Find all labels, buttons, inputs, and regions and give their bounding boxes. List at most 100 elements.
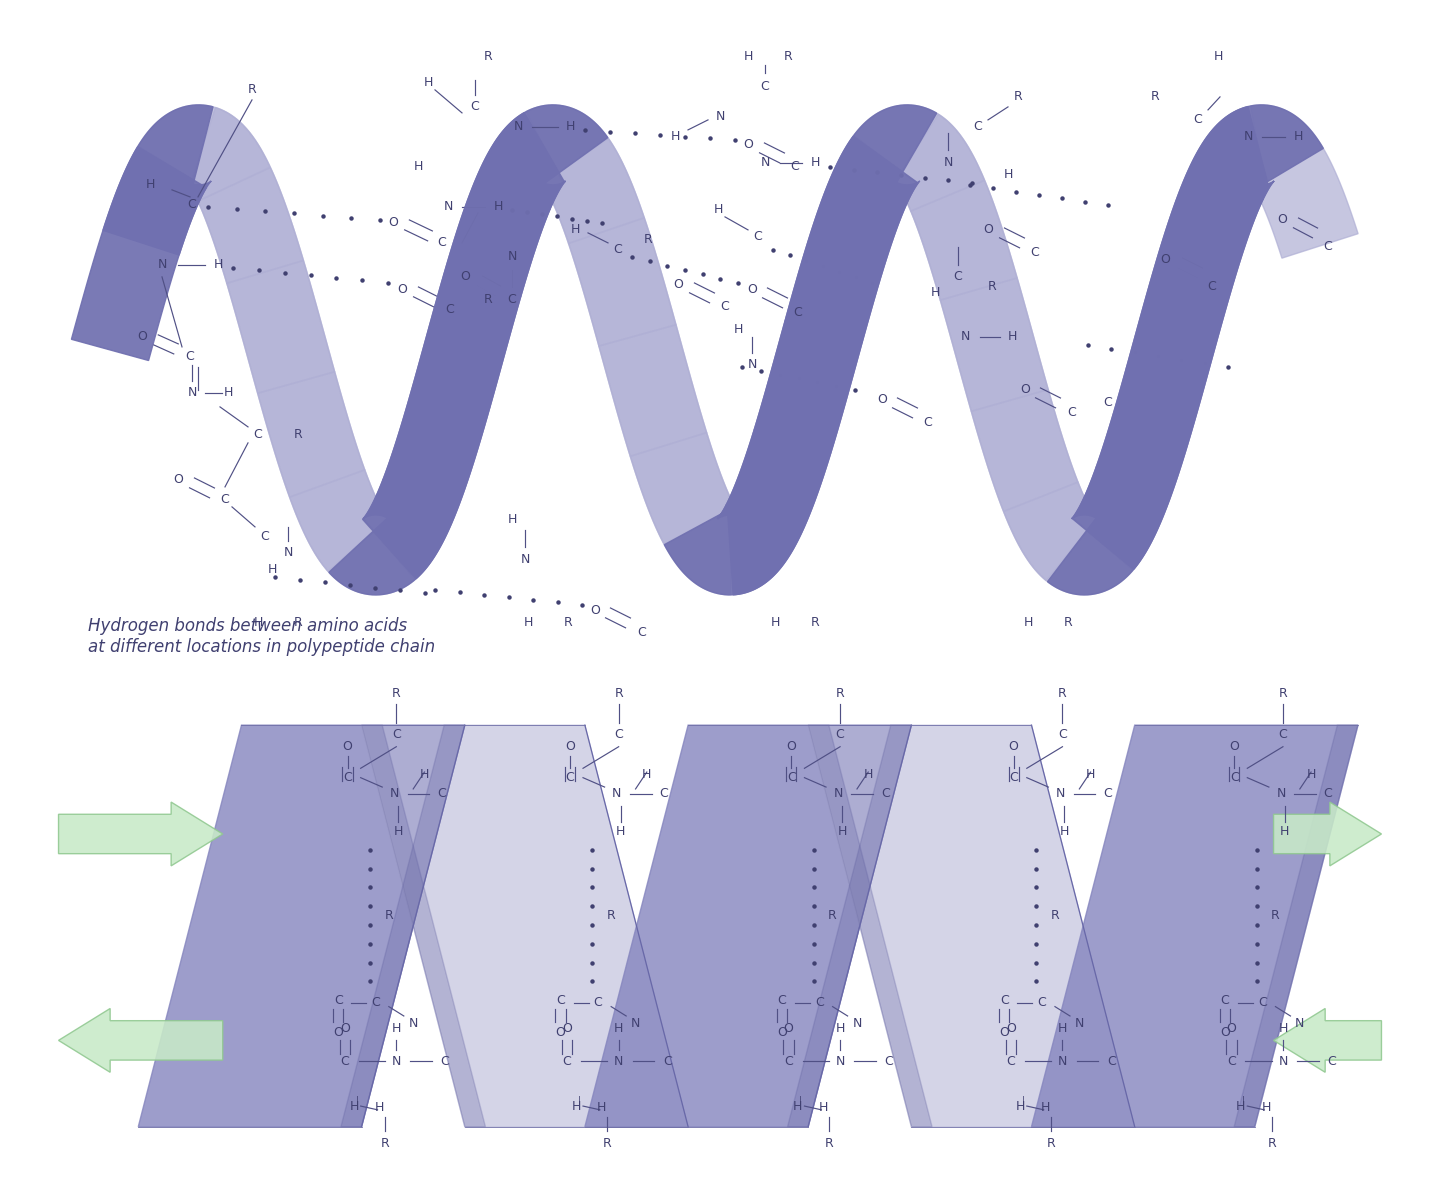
Polygon shape — [104, 105, 213, 256]
Text: H: H — [598, 1101, 606, 1114]
Text: H: H — [420, 769, 429, 781]
Text: C: C — [438, 237, 446, 250]
Text: C: C — [1037, 996, 1047, 1009]
Text: C: C — [1230, 771, 1238, 784]
Text: N: N — [392, 1054, 400, 1067]
Text: H: H — [713, 203, 723, 216]
Text: O: O — [1277, 213, 1287, 226]
Text: H: H — [1004, 168, 1012, 181]
Polygon shape — [59, 802, 223, 866]
Text: R: R — [644, 233, 652, 246]
Text: R: R — [1058, 687, 1067, 699]
Text: O: O — [1220, 1027, 1230, 1040]
Text: O: O — [397, 284, 408, 297]
Text: R: R — [484, 51, 492, 64]
Polygon shape — [808, 725, 932, 1126]
Text: C: C — [340, 1054, 348, 1067]
Text: C: C — [1328, 1054, 1336, 1067]
Text: R: R — [1064, 616, 1073, 629]
Text: C: C — [660, 787, 668, 800]
Polygon shape — [186, 108, 304, 283]
Text: C: C — [441, 1054, 449, 1067]
Text: C: C — [881, 787, 890, 800]
Polygon shape — [258, 371, 389, 571]
Polygon shape — [788, 725, 912, 1126]
Text: C: C — [613, 244, 622, 257]
Text: R: R — [835, 687, 844, 699]
Polygon shape — [1273, 1008, 1381, 1072]
Text: R: R — [1151, 90, 1159, 103]
Text: H: H — [818, 1101, 828, 1114]
Text: C: C — [1227, 1054, 1236, 1067]
Text: C: C — [1009, 771, 1018, 784]
Polygon shape — [755, 214, 893, 453]
Text: C: C — [392, 728, 400, 741]
Text: C: C — [778, 994, 786, 1007]
Text: H: H — [393, 825, 403, 838]
Text: H: H — [670, 130, 680, 143]
Text: R: R — [825, 1137, 834, 1150]
Polygon shape — [808, 725, 1135, 1126]
Text: N: N — [513, 121, 523, 134]
Text: N: N — [1243, 130, 1253, 143]
Text: O: O — [1009, 741, 1018, 754]
Text: C: C — [253, 428, 262, 441]
Text: N: N — [1074, 1017, 1084, 1030]
Text: H: H — [570, 224, 580, 237]
Text: C: C — [785, 1054, 793, 1067]
Text: C: C — [1220, 994, 1230, 1007]
Text: H: H — [213, 258, 223, 271]
Text: |: | — [799, 1095, 802, 1106]
Text: C: C — [1031, 246, 1040, 259]
Polygon shape — [138, 105, 271, 201]
Polygon shape — [717, 429, 831, 595]
Text: O: O — [778, 1027, 786, 1040]
Polygon shape — [59, 1008, 223, 1072]
Text: N: N — [835, 1054, 845, 1067]
Text: C: C — [953, 271, 962, 284]
Text: C: C — [760, 80, 769, 93]
Polygon shape — [664, 505, 796, 595]
Polygon shape — [361, 725, 485, 1126]
Text: R: R — [783, 51, 792, 64]
Text: C: C — [662, 1054, 672, 1067]
Text: H: H — [1214, 51, 1223, 64]
Text: R: R — [484, 293, 492, 306]
Text: H: H — [613, 1022, 624, 1035]
Text: H: H — [350, 1099, 359, 1112]
Text: N: N — [613, 1054, 624, 1067]
Text: N: N — [612, 787, 622, 800]
Text: N: N — [1056, 787, 1066, 800]
Text: C: C — [186, 350, 194, 363]
Text: H: H — [1280, 825, 1289, 838]
Text: O: O — [672, 278, 683, 291]
Text: N: N — [1276, 787, 1286, 800]
Text: O: O — [387, 216, 397, 230]
Text: H: H — [835, 1022, 845, 1035]
Text: H: H — [523, 616, 533, 629]
Text: R: R — [294, 616, 302, 629]
Text: C: C — [973, 121, 982, 134]
Text: H: H — [566, 121, 575, 134]
Text: R: R — [380, 1137, 389, 1150]
Text: N: N — [390, 787, 399, 800]
Text: C: C — [815, 996, 824, 1009]
Text: C: C — [556, 994, 564, 1007]
Text: N: N — [747, 358, 756, 371]
Text: C: C — [793, 306, 802, 319]
Text: C: C — [334, 994, 343, 1007]
Text: |: | — [577, 1095, 580, 1106]
Text: R: R — [248, 83, 256, 96]
Text: H: H — [145, 179, 154, 192]
Polygon shape — [1158, 106, 1274, 280]
Text: N: N — [1295, 1017, 1305, 1030]
Text: H: H — [494, 200, 503, 213]
Text: H: H — [642, 769, 651, 781]
Text: O: O — [1007, 1022, 1015, 1035]
Text: |: | — [356, 1095, 359, 1106]
Text: H: H — [616, 825, 625, 838]
Text: C: C — [1279, 728, 1287, 741]
Text: C: C — [1323, 240, 1332, 253]
Text: O: O — [333, 1027, 343, 1040]
Text: R: R — [1047, 1137, 1056, 1150]
